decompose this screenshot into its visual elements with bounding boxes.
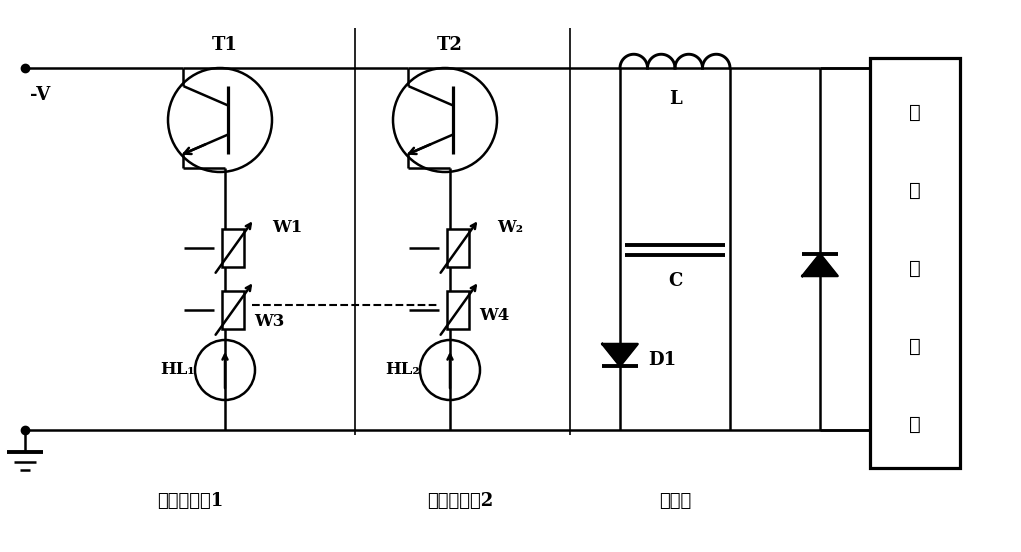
Text: 激: 激 bbox=[909, 104, 921, 122]
Text: 滤波器: 滤波器 bbox=[659, 492, 691, 510]
Bar bbox=[222, 291, 244, 329]
Text: T1: T1 bbox=[212, 36, 238, 54]
Bar bbox=[870, 58, 960, 468]
Bar bbox=[222, 229, 244, 267]
Text: D1: D1 bbox=[648, 351, 676, 369]
Text: W₂: W₂ bbox=[497, 220, 523, 236]
Text: HL₂: HL₂ bbox=[385, 362, 420, 379]
Text: W4: W4 bbox=[479, 306, 509, 323]
Bar bbox=[447, 229, 469, 267]
Text: 组: 组 bbox=[909, 338, 921, 356]
Text: 可调恒流源2: 可调恒流源2 bbox=[427, 492, 493, 510]
Text: W1: W1 bbox=[272, 220, 302, 236]
Polygon shape bbox=[803, 254, 837, 276]
Bar bbox=[447, 291, 469, 329]
Text: W3: W3 bbox=[254, 314, 285, 331]
Text: 器: 器 bbox=[909, 260, 921, 278]
Text: 件: 件 bbox=[909, 416, 921, 434]
Text: 可调恒流源1: 可调恒流源1 bbox=[157, 492, 224, 510]
Polygon shape bbox=[602, 344, 637, 366]
Text: T2: T2 bbox=[437, 36, 463, 54]
Text: 光: 光 bbox=[909, 182, 921, 200]
Text: -V: -V bbox=[30, 86, 50, 104]
Text: HL₁: HL₁ bbox=[160, 362, 195, 379]
Text: L: L bbox=[669, 90, 681, 108]
Text: C: C bbox=[668, 272, 682, 290]
